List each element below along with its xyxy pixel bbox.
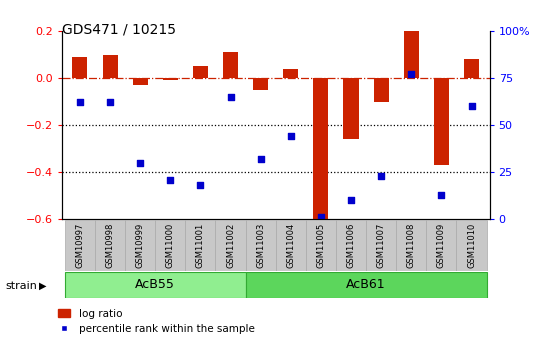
Point (437, 192, 445, 197)
Bar (186, 220, 216, 271)
Text: GSM11007: GSM11007 (377, 222, 386, 268)
Bar (404, 31, 419, 78)
Point (407, 71, 415, 77)
Bar (336, 220, 366, 271)
Bar (216, 220, 246, 271)
Text: GSM11003: GSM11003 (256, 222, 265, 268)
Point (196, 183, 205, 188)
Bar (426, 220, 456, 271)
Text: ▶: ▶ (39, 281, 46, 290)
Point (286, 134, 295, 139)
Text: GSM11004: GSM11004 (286, 222, 295, 268)
Text: GSM11005: GSM11005 (316, 222, 325, 268)
Text: GSM11006: GSM11006 (346, 222, 356, 268)
Point (136, 160, 145, 166)
Text: GSM11008: GSM11008 (407, 222, 416, 268)
Bar (246, 220, 276, 271)
Bar (125, 220, 155, 271)
Text: GSM11000: GSM11000 (166, 222, 175, 268)
Point (316, 215, 325, 220)
Text: strain: strain (5, 281, 37, 290)
Point (166, 177, 175, 183)
Text: AcB55: AcB55 (135, 278, 175, 292)
Text: GSM11001: GSM11001 (196, 222, 205, 268)
Bar (193, 66, 208, 78)
Bar (133, 78, 148, 85)
Text: AcB61: AcB61 (346, 278, 386, 292)
Bar (163, 78, 178, 80)
Bar (155, 220, 186, 271)
Text: GSM11002: GSM11002 (226, 222, 235, 268)
Bar (396, 220, 426, 271)
Point (467, 104, 476, 109)
Bar (366, 220, 396, 271)
Bar (246, 272, 486, 298)
Point (346, 198, 355, 203)
Text: GSM11009: GSM11009 (437, 222, 446, 268)
Text: GSM10997: GSM10997 (75, 222, 84, 268)
Bar (73, 57, 88, 78)
Point (226, 94, 235, 100)
Bar (343, 78, 358, 139)
Bar (434, 78, 449, 165)
Bar (253, 78, 268, 90)
Point (257, 156, 265, 162)
Text: GSM10999: GSM10999 (136, 222, 145, 268)
Bar (464, 59, 479, 78)
Bar (65, 220, 95, 271)
Point (76, 100, 84, 105)
Bar (373, 78, 388, 101)
Bar (65, 272, 246, 298)
Bar (306, 220, 336, 271)
Legend: log ratio, percentile rank within the sample: log ratio, percentile rank within the sa… (54, 305, 259, 338)
Bar (313, 78, 328, 219)
Bar (276, 220, 306, 271)
Bar (103, 55, 118, 78)
Bar (223, 52, 238, 78)
Point (106, 100, 115, 105)
Text: GDS471 / 10215: GDS471 / 10215 (62, 22, 176, 37)
Text: GSM11010: GSM11010 (467, 222, 476, 268)
Bar (456, 220, 486, 271)
Bar (283, 69, 298, 78)
Bar (95, 220, 125, 271)
Text: GSM10998: GSM10998 (105, 222, 115, 268)
Point (377, 173, 385, 179)
